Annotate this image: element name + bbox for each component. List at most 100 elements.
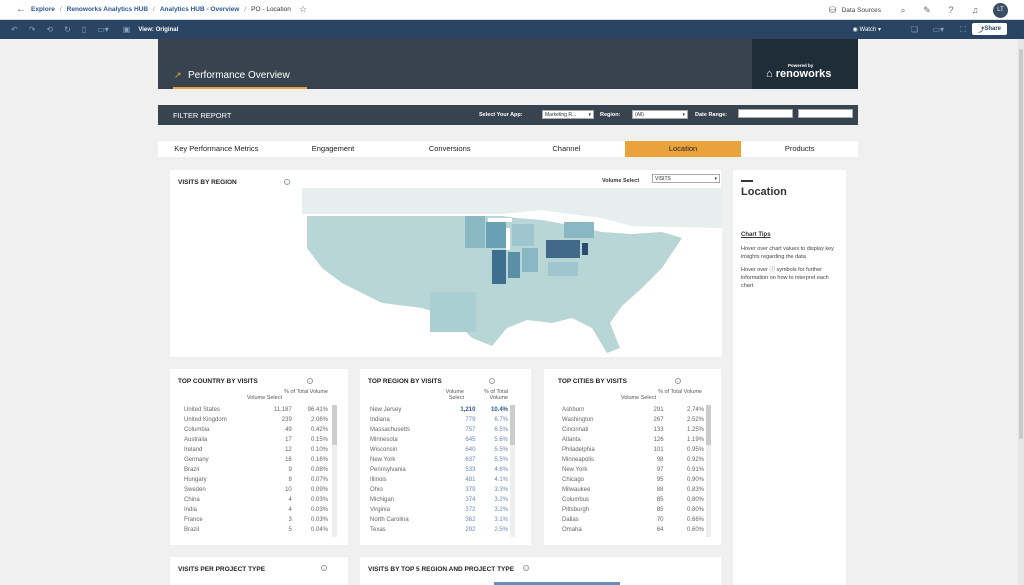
row-label: Minneapolis — [562, 457, 595, 463]
table-row[interactable]: Milwaukee 88 0.83% — [562, 485, 704, 495]
tab-conversions[interactable]: Conversions — [428, 144, 471, 153]
undo-icon[interactable]: ↶ — [11, 25, 18, 34]
table-row[interactable]: Brazil 9 0.08% — [184, 465, 328, 475]
table-row[interactable]: Indiana 779 6.7% — [370, 415, 508, 425]
data-sources-link[interactable]: Data Sources — [841, 6, 881, 14]
row-label: Philadelphia — [562, 447, 595, 453]
table-row[interactable]: Pittsburgh 85 0.80% — [562, 505, 704, 515]
row-percent: 0.42% — [310, 427, 328, 433]
bell-icon[interactable]: ♫ — [971, 5, 979, 15]
database-icon[interactable]: ⛁ — [828, 4, 837, 15]
table-row[interactable]: Germany 18 0.16% — [184, 455, 328, 465]
table-row[interactable]: Sweden 10 0.09% — [184, 485, 328, 495]
redo-icon[interactable]: ↷ — [28, 25, 36, 34]
table-row[interactable]: Cincinnati 133 1.25% — [562, 425, 704, 435]
table-scrollbar[interactable] — [706, 405, 711, 537]
row-volume: 101 — [653, 447, 664, 453]
table-row[interactable]: Brazil 5 0.04% — [184, 525, 328, 535]
table-row[interactable]: Minnesota 645 5.6% — [370, 435, 508, 445]
comment-icon[interactable]: ❏ — [910, 25, 918, 34]
table-row[interactable]: United Kingdom 239 2.06% — [184, 415, 328, 425]
date-start-input[interactable] — [738, 109, 793, 118]
row-percent: 0.03% — [310, 497, 328, 503]
search-icon[interactable]: ⌕ — [900, 4, 906, 15]
share-button[interactable]: ⤴ Share — [972, 23, 1007, 35]
help-icon[interactable]: ? — [948, 5, 954, 15]
bar-preview — [494, 582, 620, 585]
table-row[interactable]: Dallas 70 0.66% — [562, 515, 704, 525]
row-label: Texas — [370, 527, 386, 533]
table-row[interactable]: Columbia 49 0.42% — [184, 425, 328, 435]
row-label: United States — [184, 407, 221, 413]
table-row[interactable]: Philadelphia 101 0.95% — [562, 445, 704, 455]
avatar[interactable]: LT — [993, 2, 1008, 18]
table-row[interactable]: New Jersey 1,210 10.4% — [370, 405, 508, 415]
tab-key-performance-metrics[interactable]: Key Performance Metrics — [174, 144, 259, 153]
map-title: VISITS BY REGION — [178, 179, 237, 186]
pause-icon[interactable]: ▯ — [81, 25, 87, 34]
info-icon[interactable]: i — [321, 565, 327, 571]
table-row[interactable]: India 4 0.03% — [184, 505, 328, 515]
row-label: North Carolina — [370, 517, 409, 523]
info-icon[interactable]: i — [675, 378, 681, 384]
cities-table: Ashburn 291 2.74% Washington 267 2.52% Cincinn… — [562, 405, 704, 535]
table-row[interactable]: New York 97 0.91% — [562, 465, 704, 475]
table-row[interactable]: Michigan 374 3.2% — [370, 495, 508, 505]
layout-icon[interactable]: ▭▾ — [97, 25, 109, 34]
table-row[interactable]: France 3 0.03% — [184, 515, 328, 525]
watch-button[interactable]: ◉ Watch ▾ — [852, 27, 881, 33]
refresh-icon[interactable]: ↻ — [64, 25, 71, 34]
table-scrollbar[interactable] — [332, 405, 337, 537]
table-row[interactable]: Atlanta 126 1.19% — [562, 435, 704, 445]
scrollbar-thumb[interactable] — [1019, 49, 1023, 439]
date-end-input[interactable] — [798, 109, 853, 118]
scrollbar-thumb — [706, 405, 711, 445]
table-row[interactable]: New York 637 5.5% — [370, 455, 508, 465]
revert-icon[interactable]: ⟲ — [46, 25, 54, 34]
tab-engagement[interactable]: Engagement — [311, 144, 355, 153]
table-row[interactable]: Pennsylvania 533 4.6% — [370, 465, 508, 475]
table-row[interactable]: Virginia 372 3.2% — [370, 505, 508, 515]
table-row[interactable]: Wisconsin 640 5.5% — [370, 445, 508, 455]
table-row[interactable]: Ireland 12 0.10% — [184, 445, 328, 455]
table-row[interactable]: Ashburn 291 2.74% — [562, 405, 704, 415]
table-row[interactable]: Minneapolis 98 0.92% — [562, 455, 704, 465]
tab-location[interactable]: Location — [624, 141, 742, 157]
region-select[interactable]: (All) ▾ — [632, 110, 688, 119]
table-row[interactable]: Columbus 85 0.80% — [562, 495, 704, 505]
info-icon[interactable]: i — [523, 565, 529, 571]
table-row[interactable]: Massachusetts 757 6.5% — [370, 425, 508, 435]
edit-icon[interactable]: ✎ — [923, 4, 931, 15]
table-row[interactable]: Omaha 64 0.60% — [562, 525, 704, 535]
table-row[interactable]: Australia 17 0.15% — [184, 435, 328, 445]
app-select[interactable]: Marketing R... ▾ — [542, 110, 594, 119]
table-row[interactable]: United States 11,187 96.41% — [184, 405, 328, 415]
row-volume: 239 — [281, 417, 292, 423]
row-label: France — [184, 517, 203, 523]
tab-products[interactable]: Products — [784, 144, 815, 153]
breadcrumb-renoworks-hub[interactable]: Renoworks Analytics HUB — [66, 6, 149, 13]
vertical-scrollbar[interactable] — [1018, 39, 1024, 585]
table-row[interactable]: North Carolina 362 3.1% — [370, 515, 508, 525]
info-icon[interactable]: i — [489, 378, 495, 384]
table-row[interactable]: China 4 0.03% — [184, 495, 328, 505]
table-row[interactable]: Illinois 481 4.1% — [370, 475, 508, 485]
us-choropleth-map[interactable] — [302, 188, 722, 356]
fullscreen-icon[interactable]: ⛶ — [960, 24, 966, 34]
info-icon[interactable]: i — [307, 378, 313, 384]
table-row[interactable]: Washington 267 2.52% — [562, 415, 704, 425]
table-row[interactable]: Texas 292 2.5% — [370, 525, 508, 535]
view-original-label[interactable]: View: Original — [138, 26, 179, 33]
favorite-star-icon[interactable]: ☆ — [298, 4, 307, 14]
table-row[interactable]: Ohio 379 3.3% — [370, 485, 508, 495]
table-scrollbar[interactable] — [510, 405, 515, 537]
present-icon[interactable]: ▭▾ — [932, 25, 944, 34]
info-icon[interactable]: i — [284, 179, 290, 185]
breadcrumb-hub-overview[interactable]: Analytics HUB - Overview — [159, 6, 240, 13]
tab-channel[interactable]: Channel — [552, 144, 581, 153]
back-arrow-icon[interactable]: ← — [16, 4, 26, 15]
table-row[interactable]: Chicago 95 0.90% — [562, 475, 704, 485]
volume-select-dropdown[interactable]: VISITS ▾ — [652, 174, 720, 183]
table-row[interactable]: Hungary 8 0.07% — [184, 475, 328, 485]
breadcrumb-explore[interactable]: Explore — [31, 6, 55, 13]
